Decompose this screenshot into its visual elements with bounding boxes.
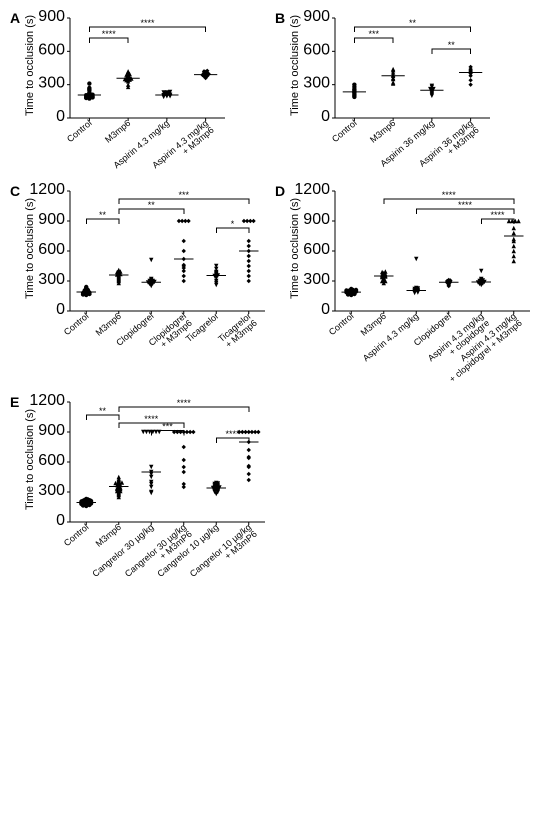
panel-label-B: B [275,10,285,26]
svg-text:0: 0 [321,108,330,125]
svg-text:0: 0 [321,301,330,318]
svg-text:900: 900 [38,8,65,25]
svg-text:***: *** [178,190,189,200]
svg-text:****: **** [140,18,155,28]
ylabel-B: Time to occlusion (s) [289,12,301,118]
svg-text:0: 0 [56,108,65,125]
svg-text:**: ** [99,210,107,220]
svg-text:**: ** [99,406,107,416]
svg-text:Control: Control [330,118,359,144]
panel-label-D: D [275,183,285,199]
panel-label-A: A [10,10,20,26]
panel-C: C Time to occlusion (s) 03006009001200Co… [10,183,270,389]
panel-label-C: C [10,183,20,199]
ylabel-A: Time to occlusion (s) [24,12,36,118]
svg-text:600: 600 [38,452,65,469]
panel-A: A Time to occlusion (s) 0 300 600 900 Contro… [10,10,270,178]
svg-text:900: 900 [303,8,330,25]
ylabel-D: Time to occlusion (s) [289,185,301,311]
svg-text:600: 600 [303,241,330,258]
svg-text:300: 300 [303,75,330,92]
panel-B: B Time to occlusion (s) 0 300 600 900 Contro… [275,10,533,178]
svg-text:***: *** [368,29,379,39]
panel-E: E Time to occlusion (s) 03006009001200Co… [10,394,270,600]
figure-grid: A Time to occlusion (s) 0 300 600 900 Contro… [10,10,523,600]
svg-text:300: 300 [38,271,65,288]
svg-text:Control: Control [327,311,356,337]
svg-text:600: 600 [38,241,65,258]
svg-text:Control: Control [62,522,91,548]
svg-text:Cangrelor 10 µg/kg: Cangrelor 10 µg/kg [188,522,253,579]
ylabel-E: Time to occlusion (s) [24,396,36,522]
svg-text:900: 900 [38,422,65,439]
svg-text:600: 600 [303,41,330,58]
svg-text:**: ** [148,200,156,210]
svg-text:0: 0 [56,512,65,529]
svg-text:Aspirin 4.3 mg/kg: Aspirin 4.3 mg/kg [361,311,421,363]
ylabel-C: Time to occlusion (s) [24,185,36,311]
svg-text:***: *** [162,422,173,432]
svg-text:****: **** [225,429,240,439]
svg-text:****: **** [458,200,473,210]
svg-text:900: 900 [38,211,65,228]
svg-text:**: ** [448,40,456,50]
svg-text:****: **** [102,29,117,39]
svg-text:Control: Control [65,118,94,144]
svg-text:300: 300 [303,271,330,288]
svg-text:****: **** [177,398,192,408]
svg-text:300: 300 [38,75,65,92]
svg-text:M3mp6: M3mp6 [103,118,132,145]
svg-text:M3mp6: M3mp6 [359,311,388,338]
svg-text:900: 900 [303,211,330,228]
svg-text:**: ** [409,18,417,28]
svg-text:*: * [231,219,235,229]
panel-D: D Time to occlusion (s) 03006009001200Co… [275,183,533,389]
svg-text:600: 600 [38,41,65,58]
svg-text:M3mp6: M3mp6 [368,118,397,145]
svg-text:Control: Control [62,311,91,337]
svg-text:300: 300 [38,482,65,499]
svg-text:****: **** [144,414,159,424]
svg-text:M3mp6: M3mp6 [94,311,123,338]
svg-text:M3mp6: M3mp6 [94,522,123,549]
svg-text:0: 0 [56,301,65,318]
svg-text:****: **** [490,210,505,220]
panel-label-E: E [10,394,19,410]
svg-text:****: **** [442,190,457,200]
